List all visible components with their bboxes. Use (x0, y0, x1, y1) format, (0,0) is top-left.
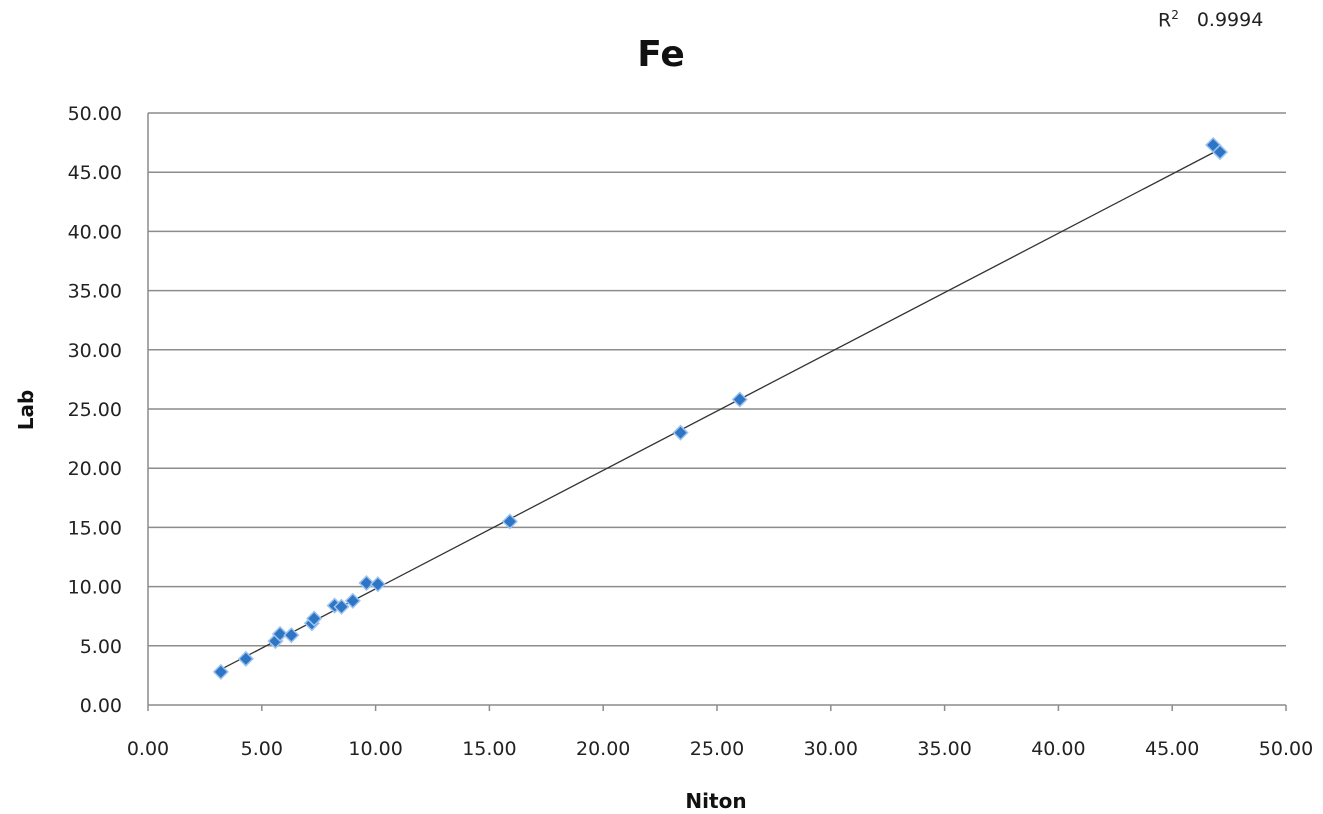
y-axis-label: Lab (14, 390, 38, 431)
x-tick-label: 0.00 (127, 738, 169, 760)
x-tick-label: 40.00 (1031, 738, 1085, 760)
x-tick-label: 15.00 (462, 738, 516, 760)
x-tick-label: 25.00 (690, 738, 744, 760)
x-tick-label: 10.00 (348, 738, 402, 760)
y-tick-label: 30.00 (68, 340, 122, 362)
y-tick-label: 25.00 (68, 399, 122, 421)
x-tick-label: 5.00 (241, 738, 283, 760)
data-point (672, 424, 689, 441)
x-tick-label: 35.00 (917, 738, 971, 760)
y-tick-labels: 0.00 5.00 10.00 15.00 20.00 25.00 30.00 35.00 40… (68, 103, 122, 717)
data-point (271, 625, 289, 643)
trendline-segment (220, 148, 1221, 671)
data-point (1211, 144, 1229, 161)
y-tick-label: 45.00 (68, 162, 122, 184)
data-point (237, 650, 254, 667)
data-point (358, 574, 375, 592)
data-point (369, 576, 386, 593)
data-point (333, 598, 350, 615)
y-tick-label: 40.00 (68, 221, 122, 243)
y-tick-label: 0.00 (80, 695, 122, 717)
x-tick-labels: 0.00 5.00 10.00 15.00 20.00 25.00 30.00 35.00 40… (127, 738, 1313, 760)
x-tick-label: 45.00 (1145, 738, 1199, 760)
x-axis-label: Niton (685, 789, 746, 813)
data-point (212, 663, 229, 680)
r-squared-label: R2 0.9994 (1158, 8, 1263, 31)
data-point (501, 513, 518, 530)
chart-title: Fe (637, 34, 685, 75)
y-tick-label: 35.00 (68, 281, 122, 303)
gridlines (147, 112, 1287, 711)
data-points (212, 136, 1229, 680)
data-point (344, 592, 361, 609)
y-tick-label: 5.00 (80, 636, 122, 658)
y-tick-label: 10.00 (68, 577, 122, 599)
r2-label: R (1158, 9, 1172, 32)
trendline (220, 148, 1221, 671)
x-tick-label: 30.00 (804, 738, 858, 760)
y-tick-label: 50.00 (68, 103, 122, 125)
y-tick-label: 15.00 (68, 517, 122, 539)
r2-value: 0.9994 (1196, 9, 1264, 32)
x-tick-label: 20.00 (576, 738, 630, 760)
x-tick-label: 50.00 (1259, 738, 1313, 760)
y-tick-label: 20.00 (68, 458, 122, 480)
r2-superscript: 2 (1171, 8, 1179, 22)
data-point (306, 610, 323, 627)
data-point (731, 391, 748, 408)
data-point (283, 627, 300, 644)
